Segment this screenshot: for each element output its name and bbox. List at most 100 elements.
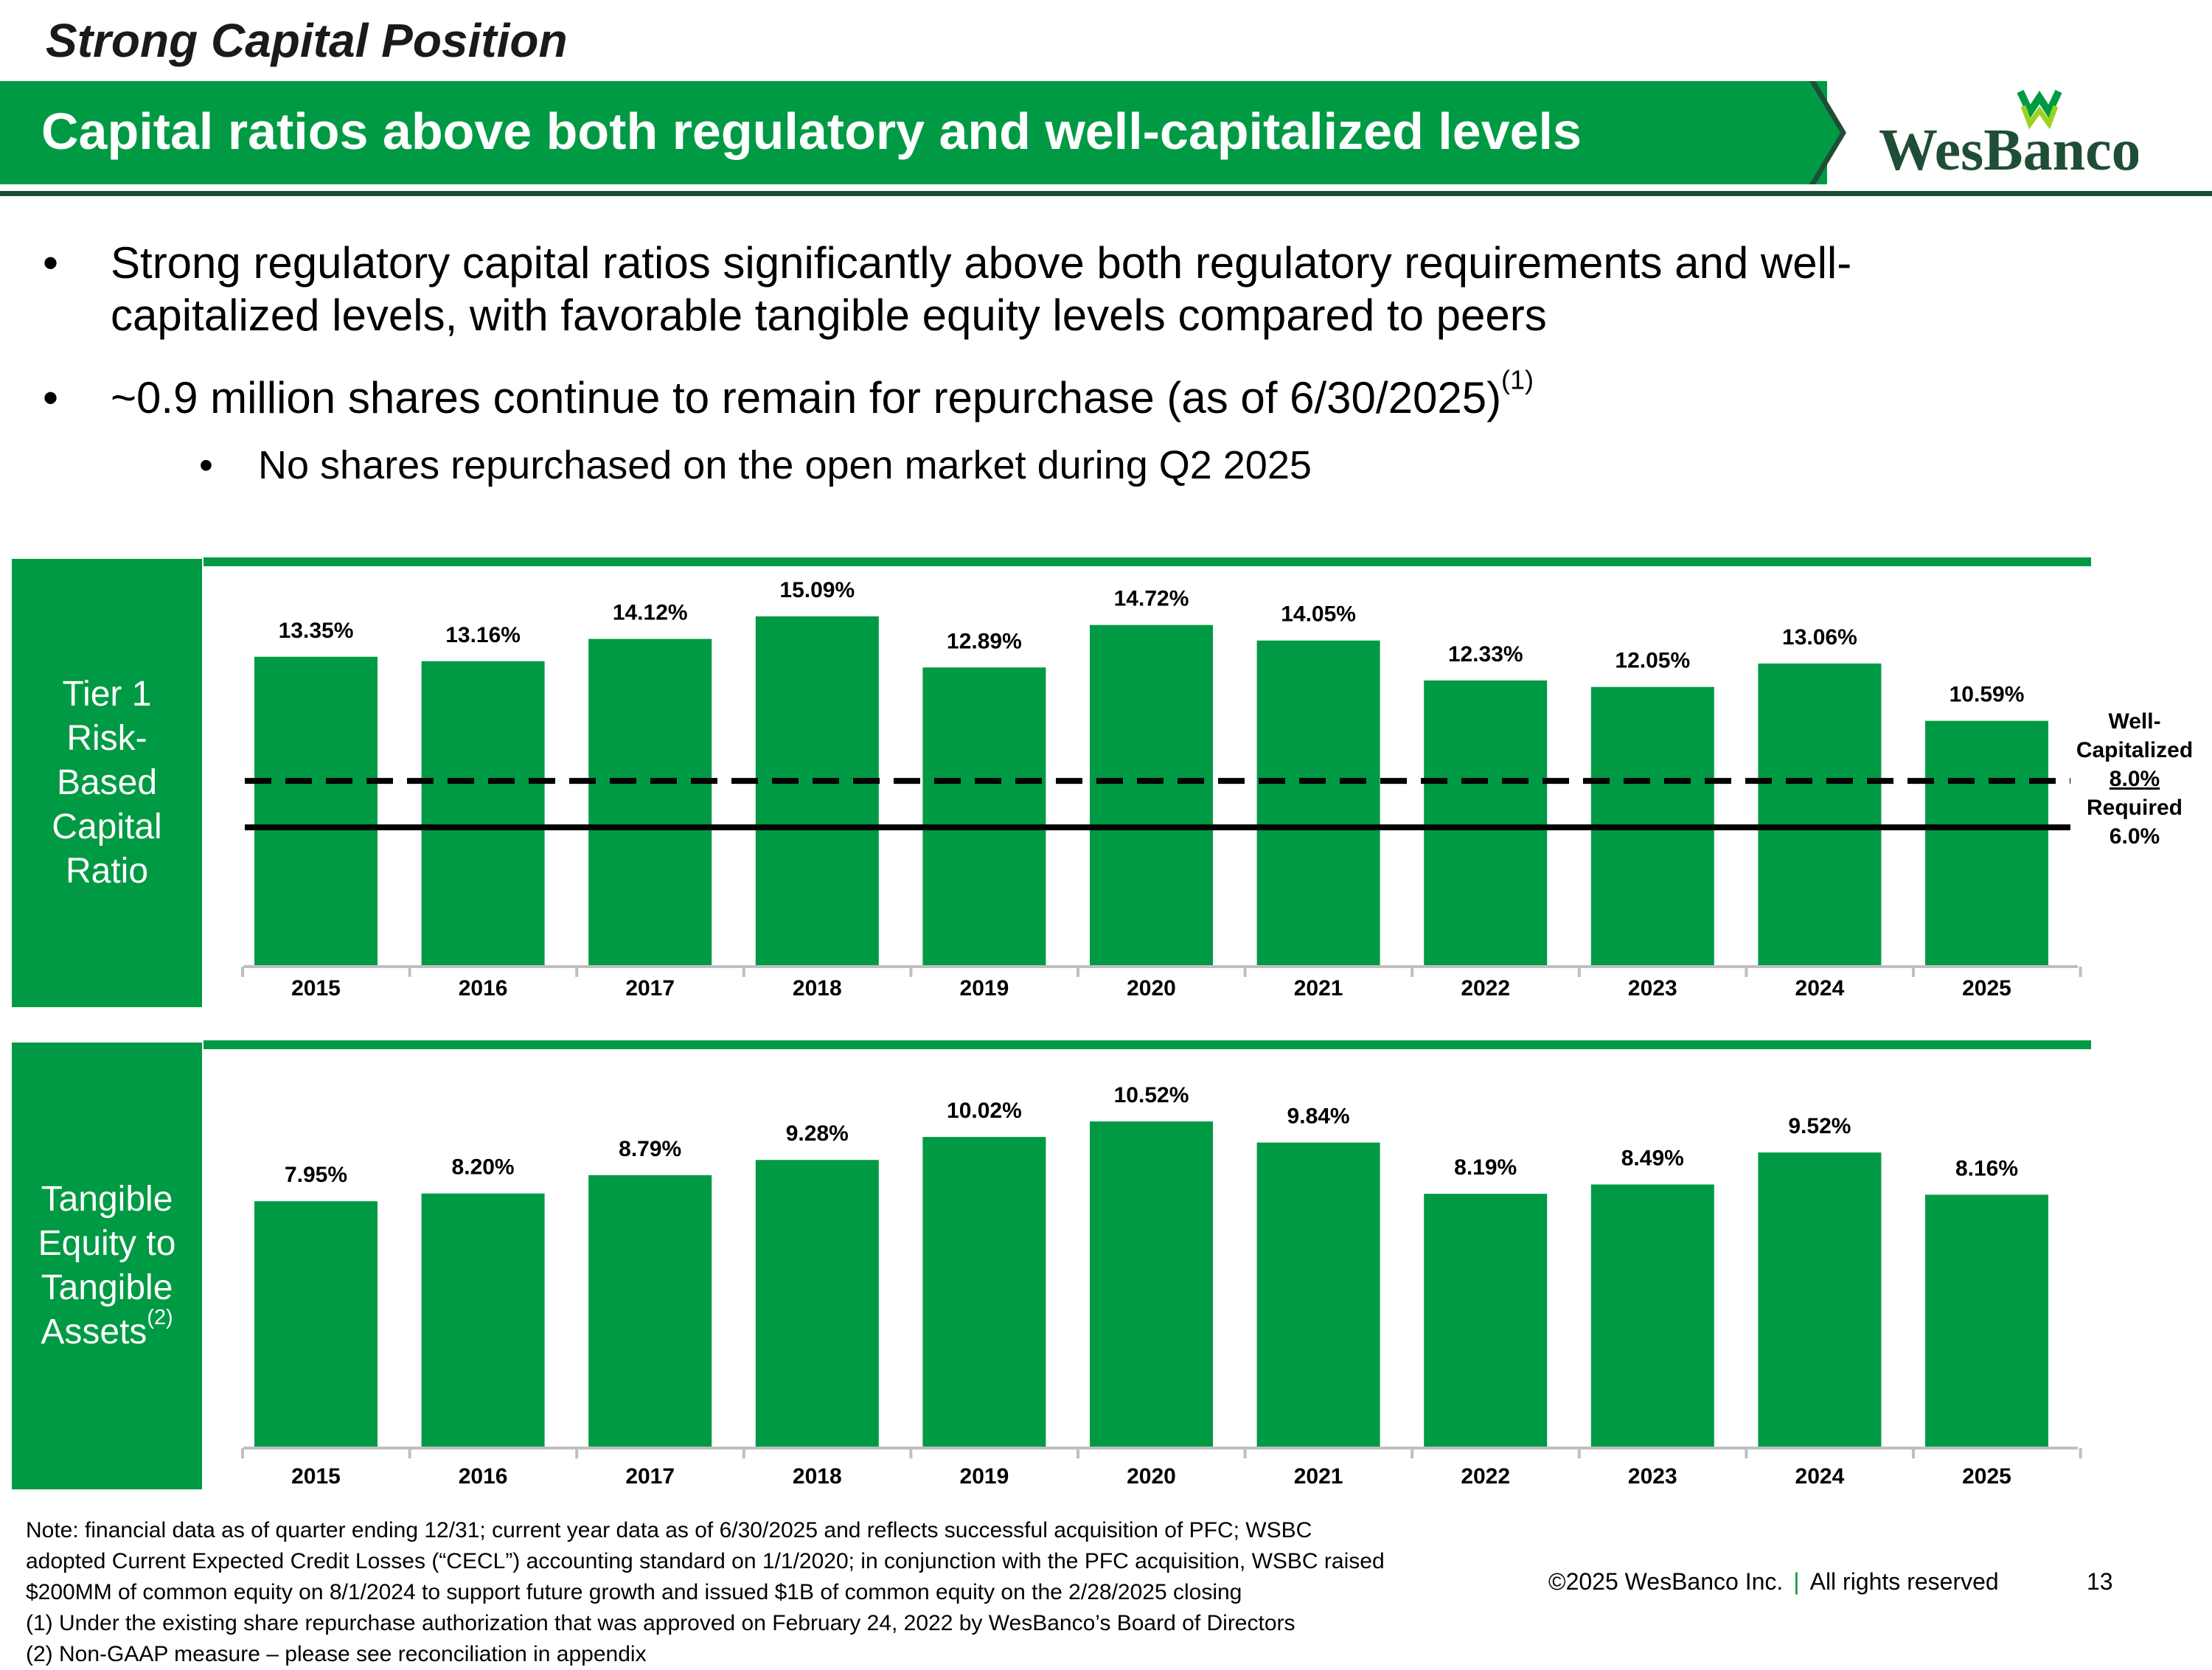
bar-2020 xyxy=(1090,624,1213,967)
tangible-label-line: Tangible xyxy=(41,1268,173,1307)
x-tick-2018: 2018 xyxy=(793,976,842,1001)
x-tick-2015: 2015 xyxy=(291,1464,341,1489)
wesbanco-logo: WesBanco xyxy=(1879,89,2138,183)
x-tick-2023: 2023 xyxy=(1628,976,1677,1001)
data-label-2025: 10.59% xyxy=(1950,683,2025,707)
data-label-2024: 13.06% xyxy=(1782,625,1857,650)
x-tick-2025: 2025 xyxy=(1962,1464,2011,1489)
x-tick-2021: 2021 xyxy=(1294,976,1343,1001)
data-label-2019: 10.02% xyxy=(947,1099,1022,1123)
title-divider xyxy=(0,191,2212,196)
reference-line-label: 8.0% xyxy=(2110,767,2160,791)
copyright-text: ©2025 WesBanco Inc. xyxy=(1548,1568,1784,1595)
wesbanco-w-mark-icon xyxy=(2017,89,2062,130)
data-label-2021: 14.05% xyxy=(1281,602,1356,627)
footnote-ref-1: (1) xyxy=(1501,364,1534,395)
data-label-2017: 8.79% xyxy=(619,1137,681,1161)
x-tick-2020: 2020 xyxy=(1127,976,1176,1001)
bar-2018 xyxy=(755,1160,879,1448)
bar-2020 xyxy=(1090,1121,1213,1448)
data-label-2015: 13.35% xyxy=(279,619,354,643)
tangible-label-last: Assets xyxy=(41,1312,147,1351)
data-label-2022: 8.19% xyxy=(1454,1155,1517,1180)
bar-2016 xyxy=(421,661,545,967)
note-line: adopted Current Expected Credit Losses (… xyxy=(26,1549,1385,1573)
bullet-1-text: Strong regulatory capital ratios signifi… xyxy=(111,238,1852,288)
data-label-2022: 12.33% xyxy=(1448,642,1523,667)
bar-2022 xyxy=(1424,680,1548,967)
data-label-2021: 9.84% xyxy=(1287,1104,1350,1129)
data-label-2016: 13.16% xyxy=(445,623,521,647)
bullet-2: • ~0.9 million shares continue to remain … xyxy=(43,366,1534,423)
bar-2019 xyxy=(922,667,1046,967)
bar-2023 xyxy=(1590,1184,1714,1448)
x-tick-2023: 2023 xyxy=(1628,1464,1677,1489)
tangible-label-line: Tangible xyxy=(41,1180,173,1219)
bar-2017 xyxy=(588,1175,712,1448)
tangible-label-panel: Tangible Equity to Tangible Assets(2) xyxy=(12,1043,202,1489)
x-tick-2016: 2016 xyxy=(459,976,508,1001)
tangible-label-line: Assets(2) xyxy=(38,1307,176,1354)
section-kicker: Strong Capital Position xyxy=(46,14,568,67)
x-tick-2018: 2018 xyxy=(793,1464,842,1489)
note-line: $200MM of common equity on 8/1/2024 to s… xyxy=(26,1580,1242,1604)
tier1-label-line: Tier 1 xyxy=(62,675,152,714)
title-band xyxy=(0,81,1827,184)
bar-2025 xyxy=(1925,720,2048,967)
reference-line-label: Well- xyxy=(2108,709,2160,734)
bar-2015 xyxy=(254,656,378,967)
data-label-2023: 8.49% xyxy=(1621,1146,1684,1170)
x-tick-2024: 2024 xyxy=(1795,1464,1845,1489)
bullet-1: • Strong regulatory capital ratios signif… xyxy=(43,237,1851,288)
bar-2019 xyxy=(922,1137,1046,1448)
logo-wordmark: WesBanco xyxy=(1879,118,2138,183)
x-tick-2022: 2022 xyxy=(1461,1464,1510,1489)
bullet-2-text: ~0.9 million shares continue to remain f… xyxy=(111,373,1502,422)
x-tick-2024: 2024 xyxy=(1795,976,1845,1001)
data-label-2023: 12.05% xyxy=(1615,649,1690,673)
footnote-ref-2: (2) xyxy=(147,1306,173,1330)
footer-separator: | xyxy=(1793,1568,1800,1595)
footnote-1: (1) Under the existing share repurchase … xyxy=(26,1611,1295,1635)
tangible-label-line: Equity to xyxy=(38,1224,176,1263)
x-tick-2021: 2021 xyxy=(1294,1464,1343,1489)
tier1-label-line: Risk- xyxy=(66,719,147,758)
tier1-label-line: Ratio xyxy=(65,852,149,891)
footnote-2: (2) Non-GAAP measure – please see reconc… xyxy=(26,1642,647,1666)
tier1-label-panel: Tier 1 Risk- Based Capital Ratio xyxy=(12,559,202,1007)
data-label-2017: 14.12% xyxy=(613,601,688,625)
reference-line-label: 6.0% xyxy=(2110,824,2160,849)
data-label-2025: 8.16% xyxy=(1955,1156,2018,1180)
x-tick-2017: 2017 xyxy=(625,1464,675,1489)
bar-2017 xyxy=(588,639,712,967)
chart-top-rule xyxy=(204,557,2091,566)
footnotes: Note: financial data as of quarter endin… xyxy=(26,1515,1523,1670)
reference-line-label: Capitalized xyxy=(2076,738,2193,762)
page-number: 13 xyxy=(2087,1568,2113,1595)
bullet-1-continued: capitalized levels, with favorable tangi… xyxy=(111,290,1547,340)
bar-2015 xyxy=(254,1201,378,1448)
bar-2024 xyxy=(1758,663,1882,967)
bullet-marker: • xyxy=(199,443,213,487)
bar-2021 xyxy=(1256,1142,1380,1448)
rights-text: All rights reserved xyxy=(1809,1568,1999,1595)
note-line: Note: financial data as of quarter endin… xyxy=(26,1518,1312,1542)
data-label-2015: 7.95% xyxy=(285,1163,347,1187)
reference-line-label: Required xyxy=(2087,796,2183,820)
bar-2024 xyxy=(1758,1152,1882,1448)
x-tick-2016: 2016 xyxy=(459,1464,508,1489)
x-tick-2020: 2020 xyxy=(1127,1464,1176,1489)
tier1-label-line: Based xyxy=(56,763,158,802)
x-tick-2022: 2022 xyxy=(1461,976,1510,1001)
sub-bullet: • No shares repurchased on the open marke… xyxy=(199,442,1312,488)
x-tick-2015: 2015 xyxy=(291,976,341,1001)
data-label-2016: 8.20% xyxy=(452,1155,515,1180)
x-tick-2017: 2017 xyxy=(625,976,675,1001)
bar-2025 xyxy=(1925,1194,2048,1448)
data-label-2018: 15.09% xyxy=(779,578,855,602)
data-label-2024: 9.52% xyxy=(1788,1114,1851,1138)
bar-2016 xyxy=(421,1193,545,1448)
bar-2021 xyxy=(1256,640,1380,967)
chart-top-rule xyxy=(204,1040,2091,1049)
